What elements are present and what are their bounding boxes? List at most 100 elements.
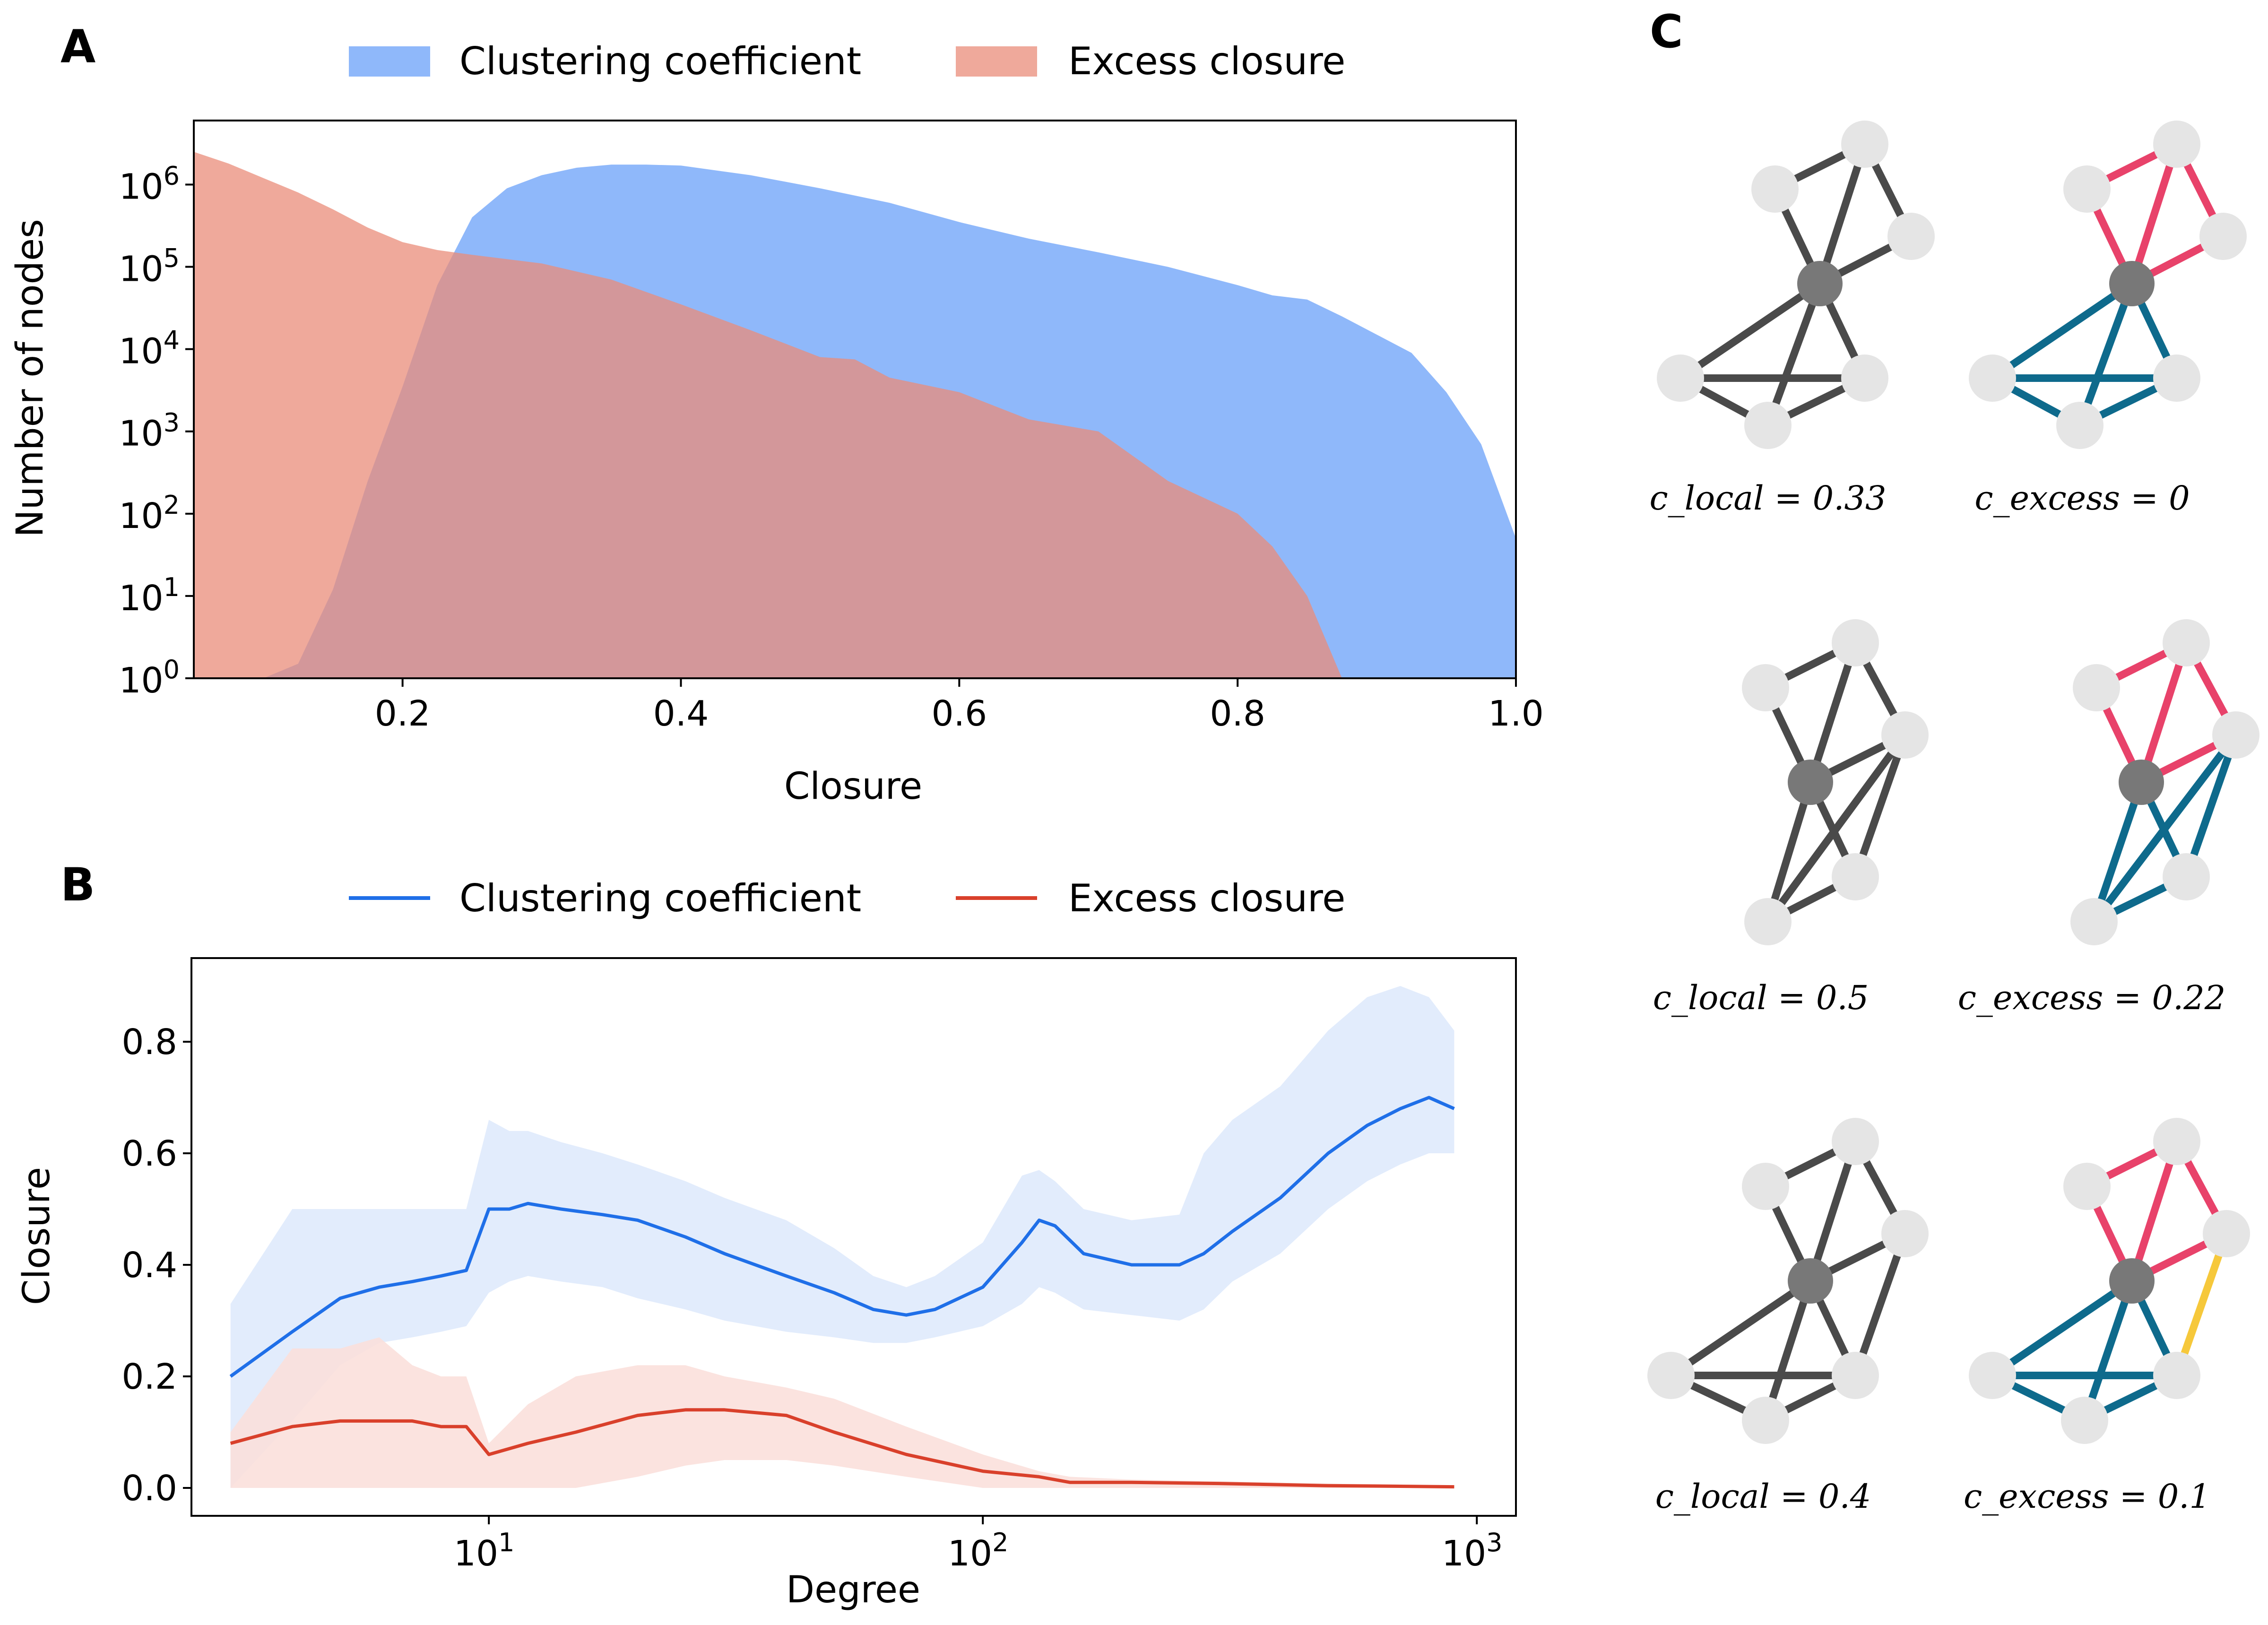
- a-ytick-label: 100: [119, 655, 180, 701]
- legend-b-clustering-label: Clustering coefficient: [459, 876, 861, 920]
- legend-a-excess-label: Excess closure: [1068, 39, 1345, 83]
- network-center-node: [2109, 261, 2155, 306]
- a-xtick-label: 0.8: [1210, 693, 1265, 734]
- network-edge: [1762, 1277, 1814, 1424]
- legend-a-excess-swatch: [956, 46, 1037, 77]
- network-leaf-node: [2199, 213, 2247, 260]
- network-edge: [1764, 280, 1824, 429]
- c-local-label-3: c_local = 0.4: [1655, 1477, 1871, 1516]
- panel-a-xlabel: Closure: [784, 765, 922, 808]
- panel-b-letter: B: [61, 858, 95, 911]
- network-leaf-node: [1744, 898, 1792, 945]
- network-leaf-node: [1744, 402, 1792, 449]
- panel-c-diagrams: [1647, 121, 2259, 1444]
- panel-a-ylabel: Number of nodes: [9, 219, 52, 537]
- network-edge: [2076, 280, 2136, 429]
- network-leaf-node: [2063, 165, 2111, 213]
- a-xtick-label: 0.2: [375, 693, 431, 734]
- network-center-node: [1797, 261, 1843, 306]
- b-ytick-label: 0.6: [121, 1133, 177, 1174]
- network-leaf-node: [1841, 354, 1888, 402]
- area-excess-closure: [194, 152, 1377, 679]
- a-xtick-label: 0.6: [931, 693, 987, 734]
- c-excess-label-1: c_excess = 0: [1974, 479, 2190, 518]
- b-ytick-label: 0.4: [121, 1245, 177, 1286]
- network-diagram-3: [1742, 619, 1929, 945]
- network-edge: [1807, 639, 1859, 786]
- legend-a-clustering-swatch: [349, 46, 430, 77]
- network-leaf-node: [1832, 1352, 1879, 1399]
- network-edge: [2138, 639, 2190, 786]
- network-edge: [1852, 731, 1909, 881]
- panel-b-legend: Clustering coefficient Excess closure: [349, 876, 1345, 920]
- network-leaf-node: [1751, 165, 1799, 213]
- panel-b-xlabel: Degree: [786, 1569, 920, 1611]
- network-edge: [2182, 731, 2240, 881]
- a-ytick-label: 101: [119, 572, 180, 619]
- network-edge: [1989, 280, 2136, 382]
- network-diagram-6: [1969, 1118, 2250, 1444]
- network-center-node: [2119, 760, 2164, 805]
- a-xtick-label: 0.4: [653, 693, 709, 734]
- network-edge: [1807, 1138, 1859, 1285]
- network-diagram-4: [2070, 619, 2259, 945]
- b-ytick-label: 0.0: [121, 1468, 177, 1509]
- network-leaf-node: [2061, 1397, 2108, 1444]
- panel-a-legend: Clustering coefficient Excess closure: [349, 39, 1345, 83]
- network-leaf-node: [2163, 853, 2210, 900]
- network-leaf-node: [2153, 121, 2200, 168]
- panel-a-axes-frame: [193, 120, 1517, 679]
- a-ytick-label: 104: [119, 326, 180, 372]
- network-edge: [2090, 778, 2145, 925]
- c-local-label-2: c_local = 0.5: [1653, 978, 1869, 1017]
- network-diagram-2: [1969, 121, 2247, 449]
- network-leaf-node: [2073, 664, 2120, 711]
- network-leaf-node: [1742, 664, 1789, 711]
- network-leaf-node: [1887, 213, 1935, 260]
- c-excess-label-2: c_excess = 0.22: [1958, 978, 2226, 1017]
- network-leaf-node: [2070, 898, 2118, 945]
- panel-b-ylabel: Closure: [16, 1167, 58, 1305]
- network-leaf-node: [1742, 1397, 1789, 1444]
- network-edge: [2173, 1230, 2230, 1379]
- network-edge: [1667, 1277, 1814, 1379]
- network-leaf-node: [2153, 1352, 2200, 1399]
- band-excess-closure: [230, 1337, 1454, 1488]
- network-edge: [1677, 280, 1824, 382]
- panel-a-letter: A: [61, 20, 95, 73]
- panel-a-chart: Clustering coefficient Excess closure 0.…: [9, 39, 1544, 808]
- network-edge: [2081, 1277, 2136, 1424]
- b-xtick-label: 101: [454, 1528, 515, 1574]
- network-edge: [1764, 778, 1814, 925]
- network-leaf-node: [2163, 619, 2210, 666]
- network-edge: [2090, 731, 2240, 925]
- b-xtick-label: 103: [1442, 1528, 1503, 1574]
- network-leaf-node: [1832, 1118, 1879, 1165]
- b-ytick-label: 0.8: [121, 1022, 177, 1063]
- network-leaf-node: [1647, 1352, 1695, 1399]
- panel-c-letter: C: [1650, 5, 1683, 58]
- b-xtick-label: 102: [948, 1528, 1009, 1574]
- network-leaf-node: [2203, 1210, 2250, 1257]
- network-leaf-node: [2212, 711, 2259, 759]
- network-leaf-node: [2063, 1163, 2111, 1210]
- network-edge: [1852, 1230, 1909, 1379]
- a-ytick-label: 103: [119, 408, 180, 454]
- legend-b-excess-label: Excess closure: [1068, 876, 1345, 920]
- line-excess-closure: [230, 1408, 1454, 1489]
- network-leaf-node: [1881, 711, 1929, 759]
- band-clustering-coefficient: [230, 986, 1454, 1488]
- network-diagram-1: [1657, 121, 1935, 449]
- network-diagram-5: [1647, 1118, 1929, 1444]
- network-leaf-node: [1969, 1352, 2016, 1399]
- network-leaf-node: [2153, 354, 2200, 402]
- network-edge: [1816, 140, 1869, 287]
- network-leaf-node: [2056, 402, 2104, 449]
- network-edge: [2128, 1138, 2181, 1285]
- c-excess-label-3: c_excess = 0.1: [1964, 1477, 2210, 1516]
- panel-b-chart: Clustering coefficient Excess closure 10…: [16, 876, 1517, 1611]
- network-edge: [1989, 1277, 2136, 1379]
- network-leaf-node: [1657, 354, 1704, 402]
- network-leaf-node: [1969, 354, 2016, 402]
- network-leaf-node: [1832, 619, 1879, 666]
